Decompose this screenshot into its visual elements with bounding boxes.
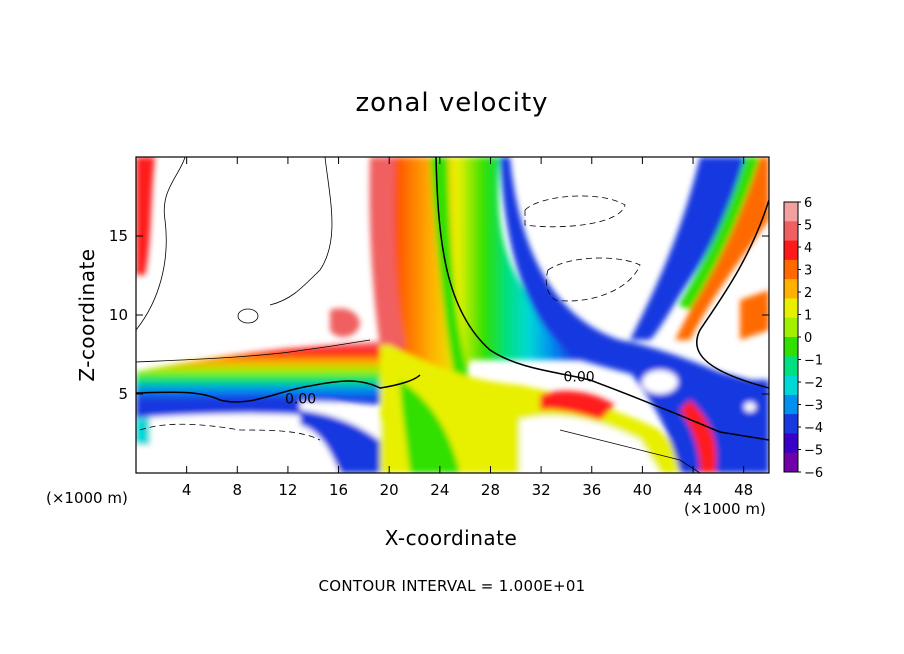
- contour-interval-note: CONTOUR INTERVAL = 1.000E+01: [318, 577, 586, 595]
- colorbar-tick-label: −2: [804, 376, 823, 391]
- zero-contour-stem: [435, 157, 769, 441]
- x-unit-label-left: (×1000 m): [46, 489, 128, 507]
- colorbar-swatch: [784, 202, 798, 222]
- colorbar-swatch: [784, 298, 798, 319]
- y-axis-ticks: 5 10 15: [109, 227, 769, 403]
- x-tick-label: 4: [182, 481, 192, 499]
- colorbar-swatch: [784, 394, 798, 415]
- colorbar-swatch: [784, 356, 798, 377]
- contour-labels: 0.00 0.00: [285, 370, 595, 408]
- colorbar-swatch: [784, 221, 798, 242]
- colorbar-tick-label: 2: [804, 286, 812, 301]
- x-axis-label: X-coordinate: [384, 526, 518, 550]
- colorbar-swatch: [784, 414, 798, 434]
- colorbar-swatch: [784, 259, 798, 280]
- x-unit-label-right: (×1000 m): [684, 500, 766, 518]
- chart-title: zonal velocity: [355, 88, 549, 118]
- y-tick-label: 15: [109, 227, 128, 245]
- colorbar-swatch: [784, 375, 798, 396]
- colorbar-tick-label: 3: [804, 264, 812, 279]
- colorbar-swatch: [784, 433, 798, 454]
- colorbar-swatch: [784, 240, 798, 261]
- zero-contour-left: [136, 374, 421, 403]
- x-tick-label: 36: [582, 481, 601, 499]
- x-tick-label: 20: [380, 481, 399, 499]
- colorbar-tick-label: −4: [804, 421, 823, 436]
- x-tick-label: 28: [481, 481, 500, 499]
- x-tick-label: 48: [734, 481, 753, 499]
- colorbar-swatch: [784, 452, 798, 473]
- colorbar: 6 5 4 3 2 1 0 −1 −2 −3 −4 −5 −6: [783, 196, 823, 481]
- y-tick-label: 10: [109, 306, 128, 324]
- x-tick-label: 16: [329, 481, 348, 499]
- colorbar-swatch: [784, 317, 798, 338]
- y-tick-label: 5: [118, 385, 128, 403]
- colorbar-tick-label: 6: [804, 196, 812, 211]
- x-tick-label: 12: [278, 481, 297, 499]
- colorbar-tick-label: 1: [804, 309, 812, 324]
- colorbar-tick-label: 0: [804, 331, 812, 346]
- contour-label: 0.00: [564, 370, 595, 386]
- colorbar-tick-label: −5: [804, 444, 823, 459]
- x-tick-label: 44: [683, 481, 702, 499]
- colorbar-swatch: [784, 337, 798, 357]
- colorbar-tick-label: 5: [804, 219, 812, 234]
- x-axis-ticks: 4 8 12 16 20 24 28 32 36 40 44 48: [182, 157, 753, 499]
- colorbar-tick-label: −6: [804, 466, 823, 481]
- velocity-field: [136, 157, 769, 473]
- colorbar-swatch: [784, 279, 798, 299]
- contour-label: 0.00: [285, 392, 316, 408]
- zero-contour-right: [696, 199, 769, 389]
- colorbar-tick-label: −3: [804, 399, 823, 414]
- colorbar-tick-label: 4: [804, 241, 812, 256]
- colorbar-tick-label: −1: [804, 354, 823, 369]
- x-tick-label: 32: [532, 481, 551, 499]
- x-tick-label: 24: [430, 481, 449, 499]
- x-tick-label: 8: [233, 481, 243, 499]
- x-tick-label: 40: [633, 481, 652, 499]
